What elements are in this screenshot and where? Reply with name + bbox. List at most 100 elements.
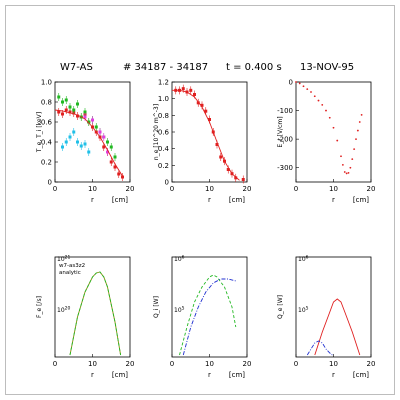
header-shots: # 34187 - 34187 [123,62,208,73]
panel-5: 0 10 20 106 105 r [cm] Q_i [W] [153,255,251,380]
data-point [356,129,359,132]
x-axis-unit: [cm] [112,371,128,379]
data-point [57,95,61,99]
data-point [83,110,87,114]
data-point [204,109,208,113]
y-tick-label: -300 [277,164,293,172]
x-tick-label: 10 [205,185,214,193]
data-point [64,140,68,144]
y-tick-label: 105 [174,306,185,315]
panel-6: 0 10 20 106 105 r [cm] Q_e [W] [277,255,375,380]
data-point [196,101,200,105]
data-point [61,100,64,104]
x-tick-label: 10 [205,360,214,368]
data-point [347,171,350,174]
header-time: t = 0.400 s [226,62,282,73]
x-axis-unit: [cm] [229,196,245,204]
x-axis-label: r [208,371,211,379]
data-point [91,118,94,122]
data-point [64,98,68,102]
figure-frame [5,5,395,395]
data-point [61,145,64,149]
data-point [181,87,185,91]
data-point [102,145,106,149]
y-axis-label: T_e, T_i [keV] [36,112,43,153]
data-point [87,150,91,154]
y-axis-label: Q_i [W] [153,296,160,318]
y-tick-label: 105 [298,306,309,315]
x-axis-unit: [cm] [112,196,128,204]
x-axis-unit: [cm] [353,371,369,379]
series-line [182,278,236,356]
header-date: 13-NOV-95 [300,62,354,73]
data-point [298,82,301,85]
data-point [200,103,204,107]
y-tick-label: 106 [298,255,309,264]
x-tick-label: 20 [243,360,252,368]
axes-box [295,81,372,183]
y-tick-label: 1.0 [158,95,169,103]
data-point [57,110,61,114]
x-tick-label: 20 [243,185,252,193]
data-point [68,105,72,109]
data-point [113,165,117,169]
data-point [351,158,354,161]
data-point [340,155,342,158]
y-tick-label: 1.0 [41,79,52,87]
plot-canvas: W7-AS # 34187 - 34187 t = 0.400 s 13-NOV… [36,62,376,380]
data-point [241,178,245,181]
data-point [189,88,193,92]
series-line [69,271,122,356]
data-point [79,144,83,148]
y-tick-label: 0 [48,179,52,187]
data-point [234,176,238,180]
data-point [94,125,98,129]
y-tick-label: 0.4 [41,139,53,147]
annotation: analytic [59,270,81,276]
data-point [306,88,309,91]
data-point [332,126,335,129]
series-line [314,298,361,356]
data-point [64,108,68,112]
data-point [215,143,219,146]
x-tick-label: 10 [88,185,97,193]
data-point [83,115,87,119]
x-tick-label: 0 [53,185,57,193]
x-axis-label: r [91,371,94,379]
x-tick-label: 20 [126,185,135,193]
data-point [76,102,79,106]
data-point [72,108,76,112]
data-point [360,113,363,116]
x-tick-label: 0 [170,360,174,368]
x-tick-label: 0 [170,185,174,193]
x-tick-label: 20 [367,185,376,193]
x-axis-unit: [cm] [229,371,245,379]
y-tick-label: 0.8 [41,99,52,107]
y-tick-label: 0.8 [158,112,169,120]
data-point [325,109,327,112]
y-tick-label: 0.2 [158,162,169,170]
data-point [76,140,79,144]
data-point [226,168,230,171]
x-tick-label: 20 [126,360,135,368]
y-tick-label: 0.2 [41,159,52,167]
x-axis-unit: [cm] [353,196,369,204]
series-line [54,109,123,177]
data-point [317,99,320,102]
header-device: W7-AS [60,62,93,73]
data-point [343,171,346,173]
y-tick-label: 0.4 [158,145,170,153]
x-axis-label: r [208,196,211,204]
data-point [61,112,64,116]
data-point [353,148,356,151]
x-axis-label: r [332,196,335,204]
data-point [302,85,305,88]
series-line [179,274,237,356]
data-point [355,138,357,141]
data-point [72,130,76,134]
x-tick-label: 0 [294,185,298,193]
data-point [219,155,223,159]
x-axis-label: r [91,196,94,204]
data-point [295,81,297,83]
y-tick-label: 0.6 [41,119,53,127]
